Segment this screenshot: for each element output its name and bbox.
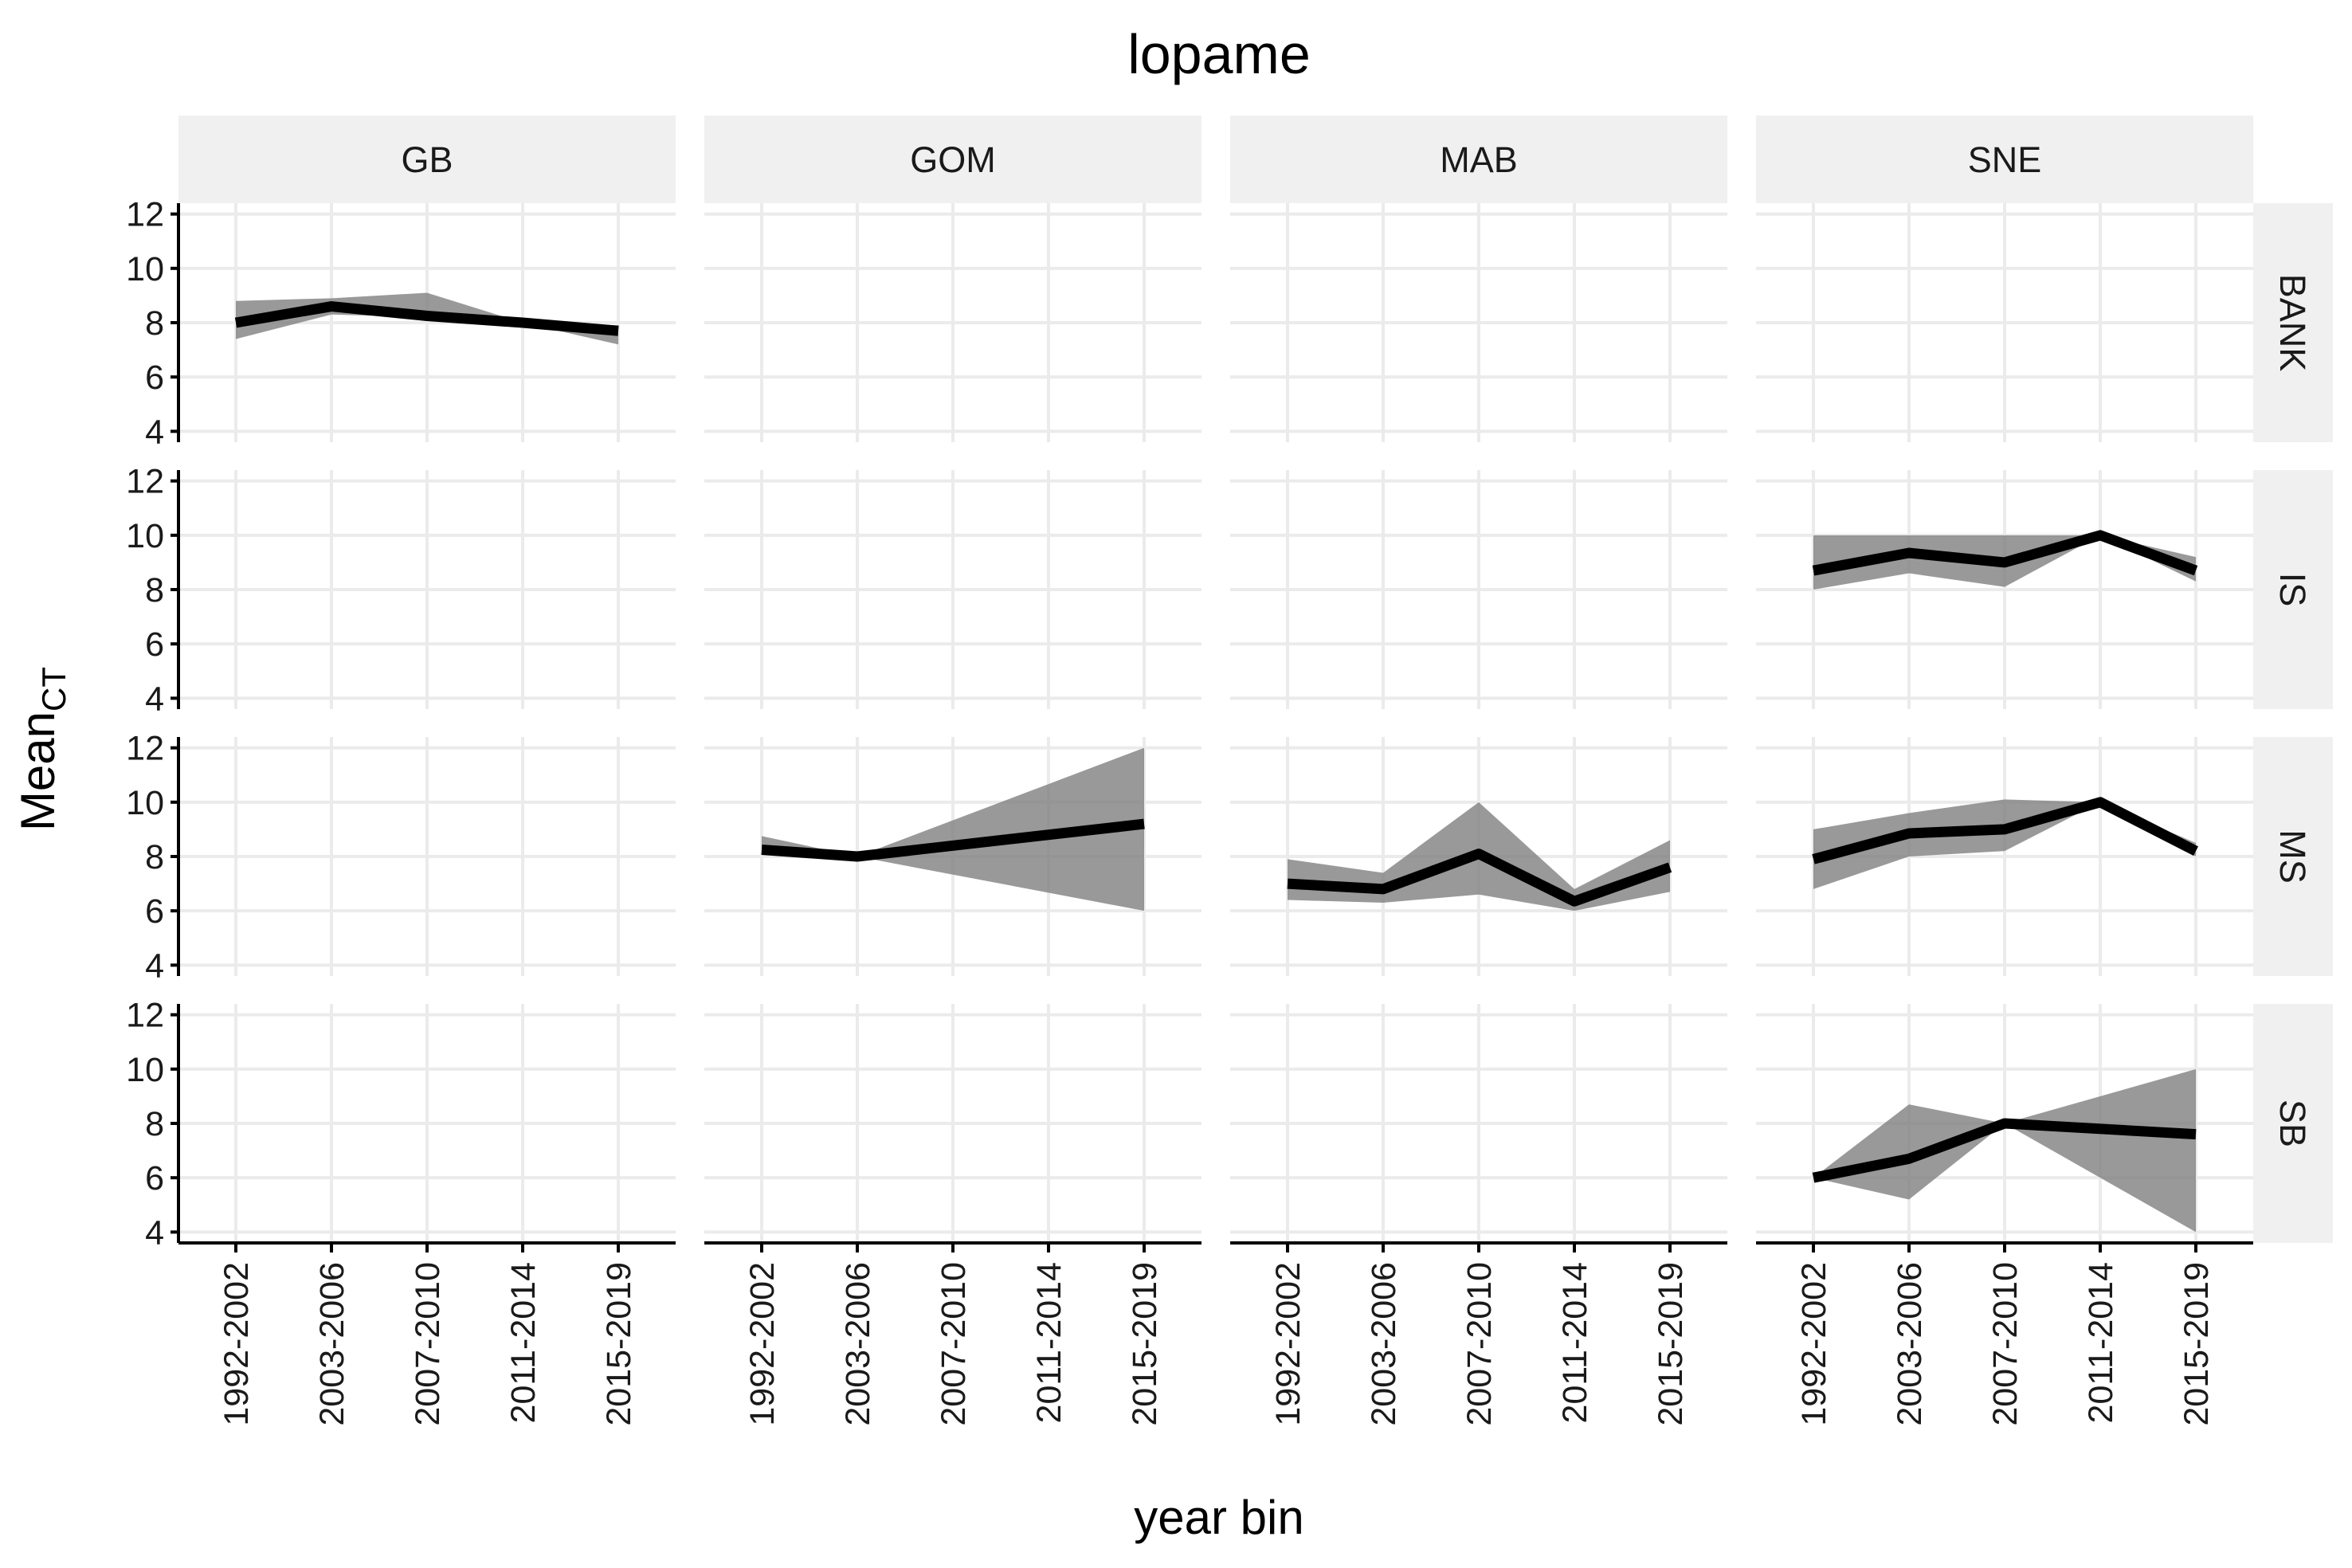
row-strip-sb <box>2253 1004 2333 1243</box>
y-tick-label: 4 <box>145 947 164 985</box>
x-tick-label: 2003-2006 <box>1365 1262 1403 1426</box>
y-tick-label: 12 <box>126 196 164 234</box>
x-tick-label: 2007-2010 <box>1460 1262 1499 1426</box>
row-strip-bank <box>2253 203 2333 442</box>
y-tick-label: 8 <box>145 571 164 610</box>
x-tick-label: 1992-2002 <box>1269 1262 1307 1426</box>
ribbon-sne-ms <box>1813 799 2196 889</box>
y-tick-label: 12 <box>126 463 164 501</box>
ribbon-sne-sb <box>1813 1068 2196 1233</box>
x-tick-label: 1992-2002 <box>218 1262 256 1426</box>
x-tick-label: 2003-2006 <box>839 1262 877 1426</box>
ribbon-gom-ms <box>762 747 1144 911</box>
mean-line-sne-sb <box>1812 1118 2197 1183</box>
column-strip-label-gom: GOM <box>910 139 996 180</box>
y-tick-label: 12 <box>126 730 164 768</box>
y-tick-label: 10 <box>126 784 164 822</box>
x-tick-label: 2011-2014 <box>1030 1262 1068 1423</box>
x-tick-label: 2011-2014 <box>2082 1262 2120 1423</box>
x-tick-label: 2015-2019 <box>2178 1262 2216 1426</box>
mean-line-gb-bank <box>234 301 619 336</box>
y-tick-label: 6 <box>145 359 164 397</box>
mean-line-sne-ms <box>1812 797 2198 864</box>
x-axis-title: year bin <box>1134 1491 1303 1544</box>
row-strip-label-sb: SB <box>2272 1100 2313 1147</box>
x-tick-label: 2007-2010 <box>935 1262 973 1426</box>
column-strip-mab <box>1230 116 1727 203</box>
x-tick-label: 2003-2006 <box>313 1262 351 1426</box>
y-tick-label: 4 <box>145 680 164 718</box>
x-tick-label: 2011-2014 <box>1556 1262 1594 1423</box>
y-tick-label: 10 <box>126 250 164 288</box>
y-axis-title: MeanCT <box>11 667 73 831</box>
column-strip-label-sne: SNE <box>1968 139 2042 180</box>
column-strip-sne <box>1756 116 2253 203</box>
row-strip-label-is: IS <box>2272 573 2313 607</box>
y-axis-title-subscript: CT <box>35 667 73 711</box>
x-tick-label: 2011-2014 <box>504 1262 543 1423</box>
y-tick-label: 8 <box>145 304 164 343</box>
y-tick-label: 8 <box>145 838 164 876</box>
x-tick-label: 2003-2006 <box>1891 1262 1929 1426</box>
facet-panels: GB GOM MAB SNE BANK IS MS SB 4 6 8 10 12 4 6 8 10 12 4 6 8 10… <box>126 116 2333 1426</box>
x-tick-label: 2015-2019 <box>1652 1262 1690 1426</box>
y-tick-label: 12 <box>126 997 164 1035</box>
axes: 4 6 8 10 12 4 6 8 10 12 4 6 8 10 12 4 6 8 10 12 1992-2002 200… <box>126 196 2253 1426</box>
column-strip-label-mab: MAB <box>1440 139 1518 180</box>
column-strip-gom <box>704 116 1201 203</box>
x-tick-label: 2015-2019 <box>1126 1262 1164 1426</box>
x-tick-label: 1992-2002 <box>743 1262 782 1426</box>
mean-line-gom-ms <box>761 818 1145 862</box>
y-tick-label: 6 <box>145 625 164 664</box>
y-tick-label: 4 <box>145 413 164 451</box>
y-tick-label: 6 <box>145 892 164 931</box>
x-tick-label: 2007-2010 <box>1986 1262 2025 1426</box>
y-tick-label: 6 <box>145 1159 164 1198</box>
column-strip-gb <box>178 116 676 203</box>
y-tick-label: 10 <box>126 517 164 555</box>
row-strip-is <box>2253 470 2333 709</box>
chart-title: lopame <box>1127 23 1311 85</box>
gridlines <box>178 203 2253 1243</box>
x-tick-label: 2007-2010 <box>409 1262 447 1426</box>
row-strip-ms <box>2253 737 2333 976</box>
x-tick-label: 1992-2002 <box>1795 1262 1833 1426</box>
column-strip-label-gb: GB <box>401 139 453 180</box>
x-tick-label: 2015-2019 <box>600 1262 638 1426</box>
row-strip-label-ms: MS <box>2272 829 2313 884</box>
y-tick-label: 10 <box>126 1051 164 1089</box>
row-strip-label-bank: BANK <box>2272 274 2313 372</box>
y-tick-label: 4 <box>145 1213 164 1252</box>
data-layer <box>234 292 2198 1233</box>
mean-line-mab-ms <box>1287 849 1672 907</box>
y-axis-title-base: Mean <box>11 711 65 831</box>
mean-line-sne-is <box>1812 530 2198 576</box>
y-tick-label: 8 <box>145 1105 164 1143</box>
